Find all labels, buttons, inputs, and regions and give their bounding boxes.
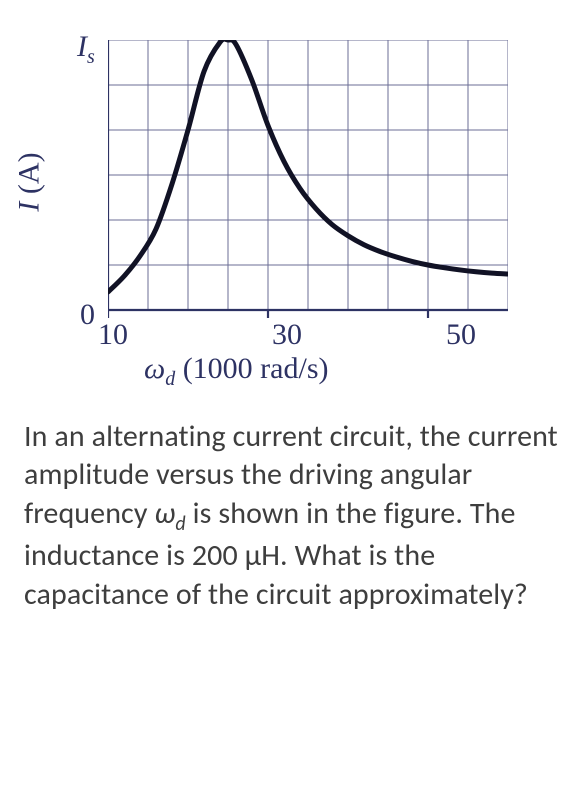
- resonance-chart: I (A) Is 0 ωd (1000 rad/s) 103050: [14, 20, 494, 340]
- x-tick-label: 50: [446, 318, 476, 352]
- x-axis-label: ωd (1000 rad/s): [144, 352, 328, 391]
- y-peak-marker-label: Is: [77, 30, 95, 69]
- y-axis-label: I (A): [13, 152, 47, 211]
- chart-svg: [108, 40, 508, 320]
- x-tick-label: 30: [272, 318, 302, 352]
- origin-label: 0: [80, 298, 95, 332]
- question-text: In an alternating current circuit, the c…: [24, 418, 560, 614]
- x-tick-label: 10: [98, 318, 128, 352]
